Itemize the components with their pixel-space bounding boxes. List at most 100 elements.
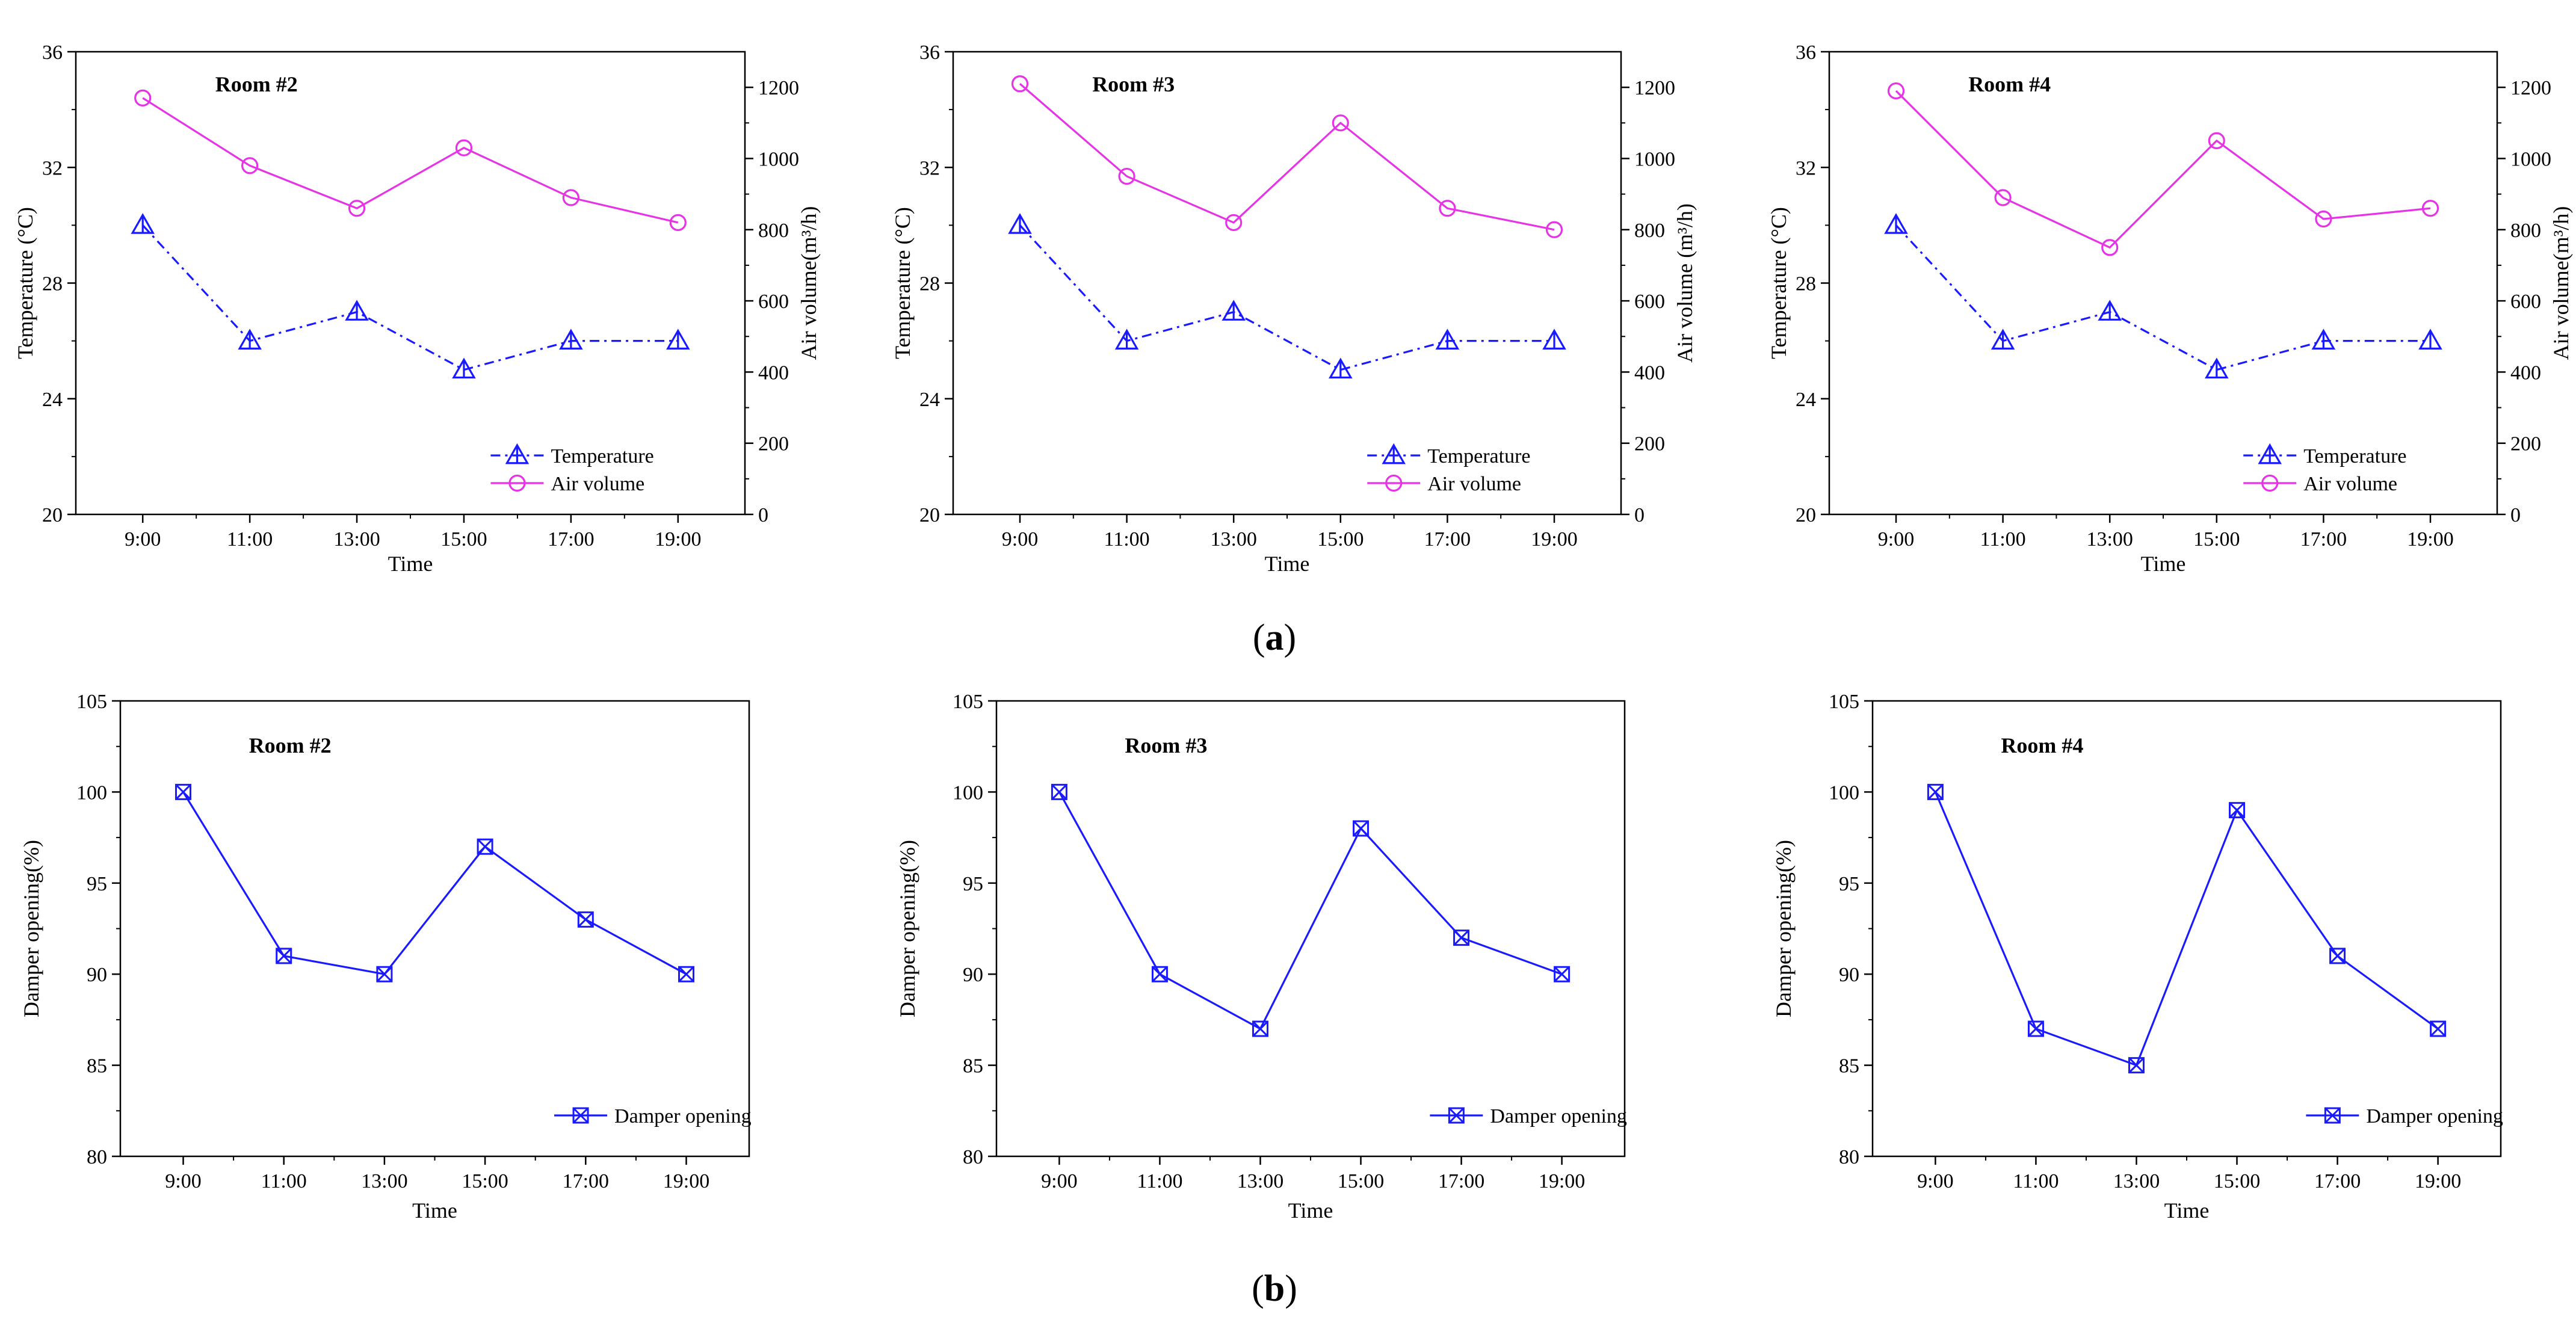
x-tick-label: 9:00	[1917, 1170, 1953, 1192]
x-tick-label: 17:00	[2300, 528, 2347, 550]
x-tick-label: 11:00	[227, 528, 273, 550]
y-left-tick-label: 95	[1839, 873, 1859, 895]
y-left-axis-title: Temperature (°C)	[13, 207, 37, 359]
y-right-tick-label: 800	[758, 220, 789, 242]
chart-title: Room #4	[2001, 733, 2083, 757]
data-point-temperature	[1542, 328, 1566, 350]
x-axis-title: Time	[1288, 1198, 1333, 1223]
series-line-air-volume	[1019, 83, 1555, 231]
y-right-axis-title: Air volume(m³/h)	[797, 206, 821, 360]
y-left-tick-label: 90	[87, 964, 107, 986]
series-line-damper-opening	[182, 791, 687, 975]
data-point-temperature	[131, 213, 155, 234]
y-right-tick-label: 600	[1634, 291, 1665, 313]
y-left-axis-title: Damper opening(%)	[1771, 840, 1796, 1017]
legend-swatch-marker	[2258, 443, 2282, 464]
x-axis-title: Time	[2141, 552, 2186, 576]
data-point-air-volume	[562, 189, 579, 206]
chart-a2: 20 24 28 32 36 0 200 400 600 800 1000 1200 9:00 11:00…	[891, 42, 1697, 576]
x-tick-label: 11:00	[1104, 528, 1150, 550]
y-right-tick-label: 800	[2510, 220, 2541, 242]
legend-label: Air volume	[1427, 473, 1521, 495]
data-point-damper-opening	[2229, 802, 2246, 819]
x-tick-label: 15:00	[440, 528, 487, 550]
data-point-temperature	[1008, 213, 1032, 234]
y-left-tick-label: 32	[919, 157, 940, 179]
series-line-temperature	[1895, 224, 2430, 371]
y-left-tick-label: 95	[963, 873, 983, 895]
y-left-tick-label: 32	[42, 157, 63, 179]
x-tick-label: 13:00	[1210, 528, 1256, 550]
data-point-damper-opening	[1453, 930, 1470, 946]
data-point-air-volume	[1225, 214, 1243, 232]
chart-title: Room #4	[1968, 72, 2051, 96]
y-right-tick-label: 400	[2510, 362, 2541, 384]
series-line-damper-opening	[1934, 791, 2439, 1067]
data-point-temperature	[1329, 357, 1353, 379]
x-tick-label: 13:00	[1237, 1170, 1283, 1192]
data-point-damper-opening	[1252, 1020, 1268, 1037]
data-point-temperature	[666, 328, 690, 350]
legend-label: Temperature	[551, 445, 653, 467]
x-tick-label: 19:00	[1539, 1170, 1585, 1192]
legend-label: Air volume	[551, 473, 644, 495]
y-left-tick-label: 20	[1796, 504, 1816, 526]
chart-b2: 80 85 90 95 100 105 9:00 11:00 13:00 15:00 17:00 19…	[895, 691, 1627, 1223]
y-right-tick-label: 800	[1634, 220, 1665, 242]
legend-label: Damper opening	[1490, 1105, 1627, 1127]
legend-swatch-marker	[1385, 474, 1403, 492]
legend-label: Temperature	[2303, 445, 2406, 467]
y-left-tick-label: 28	[42, 273, 63, 295]
x-axis-title: Time	[388, 552, 433, 576]
legend-swatch-marker	[572, 1107, 589, 1124]
y-left-tick-label: 36	[42, 42, 63, 64]
x-tick-label: 13:00	[2113, 1170, 2160, 1192]
legend-label: Temperature	[1427, 445, 1530, 467]
y-right-axis-title: Air volume(m³/h)	[2549, 206, 2573, 360]
y-left-tick-label: 100	[76, 782, 107, 804]
x-axis-title: Time	[1265, 552, 1310, 576]
plot-frame	[1871, 700, 2502, 1158]
data-point-air-volume	[2421, 200, 2439, 217]
y-left-tick-label: 105	[953, 691, 983, 713]
data-point-temperature	[1114, 328, 1139, 350]
data-point-air-volume	[1994, 189, 2012, 206]
y-right-tick-label: 0	[2510, 504, 2521, 526]
y-right-tick-label: 0	[1634, 504, 1645, 526]
y-right-tick-label: 1200	[758, 77, 799, 99]
data-point-damper-opening	[1927, 783, 1944, 800]
y-left-tick-label: 24	[919, 389, 940, 411]
data-point-air-volume	[1887, 82, 1905, 100]
series-line-air-volume	[142, 97, 679, 224]
y-right-tick-label: 1200	[2510, 77, 2551, 99]
y-right-tick-label: 1000	[2510, 148, 2551, 170]
panel-label-b-letter: b	[1264, 1268, 1285, 1309]
x-tick-label: 11:00	[1137, 1170, 1182, 1192]
x-tick-label: 11:00	[1980, 528, 2026, 550]
data-point-air-volume	[2101, 239, 2119, 256]
y-left-axis-title: Damper opening(%)	[895, 840, 919, 1017]
data-point-damper-opening	[1353, 820, 1370, 837]
y-left-tick-label: 80	[963, 1146, 983, 1168]
legend-swatch-marker	[508, 474, 526, 492]
data-point-damper-opening	[477, 838, 493, 855]
x-tick-label: 13:00	[361, 1170, 407, 1192]
data-point-temperature	[1435, 328, 1460, 350]
y-left-tick-label: 90	[963, 964, 983, 986]
legend-swatch-marker	[2261, 474, 2279, 492]
y-left-tick-label: 20	[42, 504, 63, 526]
y-right-tick-label: 0	[758, 504, 768, 526]
chart-title: Room #2	[215, 72, 298, 96]
legend-swatch-marker	[1448, 1107, 1465, 1124]
y-left-tick-label: 24	[42, 389, 63, 411]
x-axis-title: Time	[412, 1198, 457, 1223]
data-point-air-volume	[134, 89, 152, 106]
x-tick-label: 9:00	[1878, 528, 1914, 550]
y-left-tick-label: 85	[963, 1055, 983, 1078]
panel-label-b: (b)	[1252, 1268, 1297, 1309]
legend-swatch-marker	[505, 443, 530, 464]
chart-title: Room #3	[1125, 733, 1207, 757]
data-point-air-volume	[455, 139, 473, 156]
data-point-air-volume	[669, 214, 687, 232]
y-left-tick-label: 36	[1796, 42, 1816, 64]
